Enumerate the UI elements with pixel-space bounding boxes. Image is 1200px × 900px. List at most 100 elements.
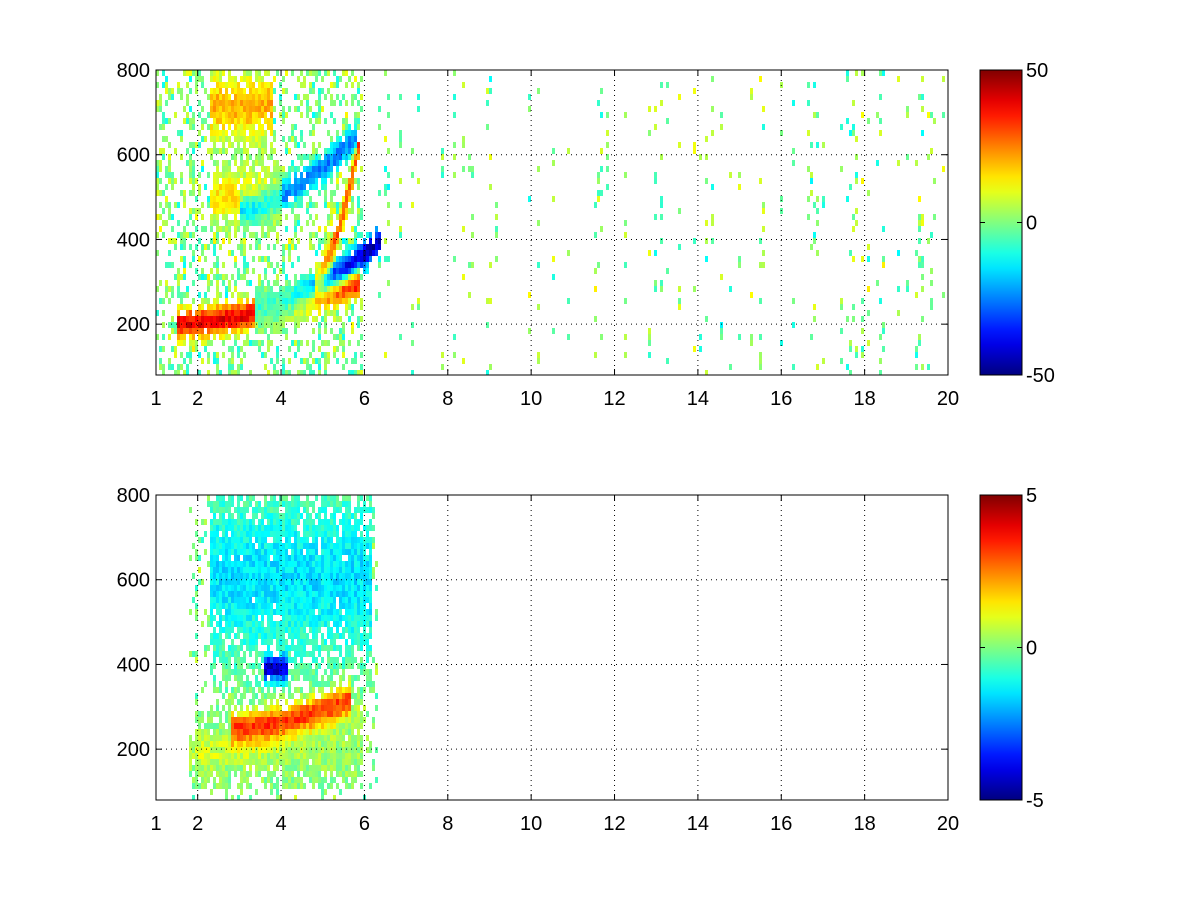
- heatmap-cell: [759, 364, 762, 370]
- heatmap-cell: [225, 681, 228, 687]
- heatmap-cell: [624, 232, 627, 238]
- heatmap-cell: [351, 735, 354, 741]
- heatmap-cell: [339, 274, 342, 280]
- heatmap-cell: [321, 681, 324, 687]
- heatmap-cell: [882, 262, 885, 268]
- heatmap-cell: [204, 519, 207, 525]
- heatmap-cell: [306, 609, 309, 615]
- heatmap-cell: [288, 621, 291, 627]
- heatmap-cell: [261, 633, 264, 639]
- heatmap-cell: [240, 537, 243, 543]
- heatmap-cell: [327, 130, 330, 136]
- heatmap-cell: [345, 783, 348, 789]
- heatmap-cell: [306, 190, 309, 196]
- heatmap-cell: [207, 124, 210, 130]
- heatmap-cell: [189, 304, 192, 310]
- heatmap-cell: [807, 196, 810, 202]
- heatmap-cell: [339, 645, 342, 651]
- heatmap-cell: [222, 226, 225, 232]
- heatmap-cell: [309, 232, 312, 238]
- heatmap-cell: [234, 597, 237, 603]
- heatmap-cell: [906, 280, 909, 286]
- heatmap-cell: [417, 94, 420, 100]
- heatmap-cell: [276, 322, 279, 328]
- heatmap-cell: [354, 627, 357, 633]
- heatmap-cell: [168, 364, 171, 370]
- heatmap-cell: [339, 537, 342, 543]
- heatmap-cell: [282, 549, 285, 555]
- heatmap-cell: [267, 322, 270, 328]
- heatmap-cell: [297, 190, 300, 196]
- heatmap-cell: [216, 208, 219, 214]
- heatmap-cell: [309, 513, 312, 519]
- heatmap-cell: [207, 316, 210, 322]
- heatmap-cell: [264, 675, 267, 681]
- heatmap-cell: [345, 585, 348, 591]
- heatmap-cell: [234, 507, 237, 513]
- heatmap-cell: [252, 513, 255, 519]
- heatmap-cell: [246, 280, 249, 286]
- heatmap-cell: [201, 268, 204, 274]
- heatmap-cell: [225, 699, 228, 705]
- heatmap-cell: [252, 579, 255, 585]
- heatmap-cell: [267, 525, 270, 531]
- heatmap-cell: [306, 717, 309, 723]
- heatmap-cell: [195, 765, 198, 771]
- heatmap-cell: [297, 537, 300, 543]
- heatmap-cell: [243, 639, 246, 645]
- heatmap-cell: [198, 334, 201, 340]
- heatmap-cell: [228, 765, 231, 771]
- heatmap-cell: [222, 729, 225, 735]
- heatmap-cell: [222, 543, 225, 549]
- heatmap-cell: [225, 286, 228, 292]
- heatmap-cell: [357, 675, 360, 681]
- heatmap-cell: [294, 699, 297, 705]
- heatmap-cell: [327, 621, 330, 627]
- heatmap-cell: [162, 190, 165, 196]
- heatmap-cell: [225, 226, 228, 232]
- heatmap-cell: [261, 286, 264, 292]
- heatmap-cell: [351, 154, 354, 160]
- heatmap-cell: [246, 639, 249, 645]
- heatmap-cell: [318, 585, 321, 591]
- heatmap-cell: [375, 238, 378, 244]
- heatmap-cell: [204, 747, 207, 753]
- heatmap-cell: [231, 220, 234, 226]
- heatmap-cell: [267, 262, 270, 268]
- heatmap-cell: [156, 106, 159, 112]
- heatmap-cell: [249, 771, 252, 777]
- heatmap-cell: [297, 711, 300, 717]
- heatmap-cell: [303, 304, 306, 310]
- heatmap-cell: [222, 519, 225, 525]
- heatmap-cell: [315, 286, 318, 292]
- heatmap-cell: [705, 154, 708, 160]
- heatmap-cell: [930, 280, 933, 286]
- heatmap-cell: [183, 340, 186, 346]
- heatmap-cell: [270, 304, 273, 310]
- heatmap-cell: [360, 753, 363, 759]
- heatmap-cell: [342, 298, 345, 304]
- heatmap-cell: [192, 795, 195, 800]
- heatmap-cell: [213, 729, 216, 735]
- heatmap-cell: [882, 256, 885, 262]
- heatmap-cell: [453, 112, 456, 118]
- heatmap-cell: [330, 759, 333, 765]
- heatmap-cell: [264, 735, 267, 741]
- heatmap-cell: [303, 633, 306, 639]
- heatmap-cell: [840, 328, 843, 334]
- heatmap-cell: [294, 723, 297, 729]
- heatmap-cell: [168, 88, 171, 94]
- heatmap-cell: [210, 597, 213, 603]
- heatmap-cell: [201, 304, 204, 310]
- heatmap-cell: [285, 567, 288, 573]
- heatmap-cell: [357, 340, 360, 346]
- heatmap-cell: [321, 268, 324, 274]
- heatmap-cell: [369, 597, 372, 603]
- heatmap-cell: [297, 214, 300, 220]
- heatmap-cell: [198, 567, 201, 573]
- heatmap-cell: [597, 100, 600, 106]
- heatmap-cell: [897, 250, 900, 256]
- heatmap-cell: [165, 196, 168, 202]
- heatmap-cell: [261, 328, 264, 334]
- heatmap-cell: [363, 525, 366, 531]
